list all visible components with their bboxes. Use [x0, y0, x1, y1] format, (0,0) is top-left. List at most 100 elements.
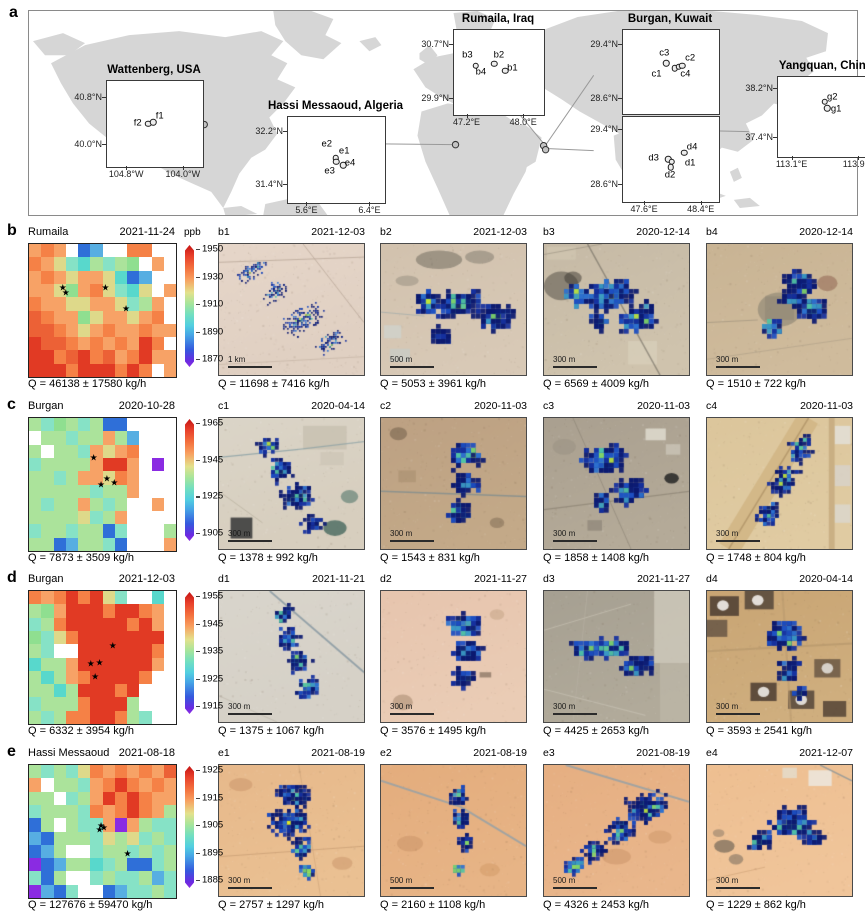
tropomi-cell [41, 445, 53, 458]
inset-title-burgan-north: Burgan, Kuwait [627, 13, 713, 25]
panel-id: e2 [380, 747, 392, 759]
row-date: 2021-08-18 [118, 747, 175, 759]
tropomi-cell [139, 630, 152, 645]
tropomi-cell [164, 511, 176, 524]
tropomi-cell [53, 871, 66, 885]
tropomi-cell [164, 485, 176, 498]
lon-tick-mark [306, 202, 308, 206]
tropomi-cell [29, 804, 42, 819]
tropomi-cell [78, 670, 91, 685]
tropomi-cell [151, 858, 164, 872]
row-date: 2021-12-03 [118, 573, 175, 585]
row-rumaila: b Rumaila 2021-11-24 ★ ★ ★ ★ Q = 46138 ± 17… [0, 222, 865, 394]
tropomi-cell [102, 297, 115, 311]
colorbar-tick-label: 1930 [202, 271, 224, 282]
tropomi-cell [151, 297, 164, 311]
inset-box-wattenberg [106, 80, 204, 168]
tropomi-cell [53, 337, 66, 351]
tropomi-cell [29, 670, 42, 685]
tropomi-cell [152, 471, 164, 484]
tropomi-cell [114, 697, 127, 711]
tropomi-cell [41, 283, 54, 298]
tropomi-cell [151, 884, 164, 898]
tropomi-cell [65, 337, 78, 351]
lat-tick-mark [773, 88, 777, 89]
tropomi-cell [90, 644, 103, 658]
sat-image: 300 m [380, 590, 527, 723]
tropomi-panel: ★ ★ ★ ★ [28, 764, 177, 899]
lon-tick-mark [644, 201, 646, 205]
tropomi-cell [78, 497, 91, 512]
tropomi-cell [102, 444, 115, 458]
tropomi-cell [53, 617, 66, 631]
colorbar-tick [196, 249, 200, 251]
tropomi-cell [164, 684, 176, 697]
tropomi-cell [65, 497, 78, 512]
tropomi-cell [115, 244, 127, 257]
tropomi-cell [127, 270, 140, 284]
lat-tick-label: 29.4°N [590, 39, 618, 50]
panel-id: d1 [218, 573, 230, 585]
tropomi-cell [114, 363, 127, 377]
tropomi-cell [65, 858, 78, 872]
sat-panel-b1: b1 2021-12-03 1 km Q = 11698 ± 7416 kg/h [218, 222, 365, 394]
star-marker: ★ [61, 287, 70, 298]
tropomi-cell [78, 710, 91, 724]
tropomi-cell [90, 818, 103, 832]
tropomi-cell [90, 831, 103, 845]
tropomi-cell [53, 630, 66, 645]
tropomi-cell [65, 511, 78, 525]
tropomi-cell [29, 791, 42, 805]
tropomi-cell [102, 511, 115, 525]
tropomi-cell [41, 604, 54, 618]
tropomi-cell [90, 363, 103, 377]
panel-date: 2021-11-27 [474, 573, 527, 585]
panel-q-value: Q = 5053 ± 3961 kg/h [380, 378, 487, 390]
lat-tick-label: 28.6°N [590, 179, 618, 189]
tropomi-cell [127, 498, 139, 511]
tropomi-cell [163, 871, 176, 885]
tropomi-panel: ★ ★ ★ ★ [28, 243, 177, 378]
tropomi-cell [41, 818, 54, 832]
tropomi-grid [29, 244, 176, 377]
lon-tick-label: 113.9°E [842, 159, 865, 169]
tropomi-cell [139, 524, 151, 537]
map-site-marker [541, 145, 550, 154]
tropomi-cell [53, 765, 66, 779]
tropomi-cell [41, 871, 54, 885]
tropomi-cell [163, 818, 176, 832]
tropomi-cell [78, 778, 91, 792]
tropomi-cell [163, 844, 176, 859]
tropomi-cell [41, 778, 53, 791]
tropomi-cell [78, 804, 91, 819]
tropomi-cell [90, 283, 103, 298]
tropomi-cell [65, 831, 78, 845]
tropomi-cell [53, 471, 66, 485]
tropomi-cell [53, 524, 66, 538]
tropomi-cell [53, 418, 66, 432]
tropomi-cell [29, 244, 42, 258]
tropomi-cell [78, 644, 91, 658]
lon-tick-label: 47.6°E [630, 204, 658, 214]
tropomi-cell [114, 710, 127, 724]
site-marker [681, 149, 688, 156]
tropomi-cell [78, 697, 91, 711]
tropomi-cell [65, 418, 78, 432]
tropomi-cell [53, 244, 66, 258]
tropomi-cell [41, 363, 54, 377]
tropomi-cell [90, 684, 103, 698]
tropomi-cell [41, 765, 54, 779]
tropomi-cell [151, 591, 164, 605]
tropomi-cell [114, 684, 127, 698]
panel-id: e3 [543, 747, 555, 759]
tropomi-cell [139, 498, 151, 511]
panel-q-value: Q = 6569 ± 4009 kg/h [543, 378, 650, 390]
panel-q-value: Q = 1543 ± 831 kg/h [380, 552, 480, 564]
tropomi-cell [127, 710, 140, 724]
tropomi-cell [53, 858, 66, 872]
colorbar-tick [196, 797, 200, 799]
tropomi-cell [41, 858, 54, 872]
tropomi-panel: ★ ★ ★ ★ [28, 590, 177, 725]
tropomi-cell [114, 257, 127, 271]
sat-image: 300 m [380, 417, 527, 550]
